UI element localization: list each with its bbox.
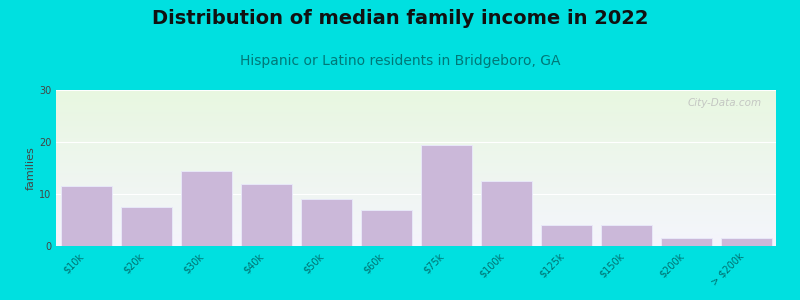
Bar [541, 225, 591, 246]
Bar [661, 238, 711, 246]
Bar [421, 145, 471, 246]
Bar [481, 181, 531, 246]
Bar [181, 171, 231, 246]
Bar [361, 210, 411, 246]
Text: City-Data.com: City-Data.com [687, 98, 762, 108]
Bar [61, 186, 111, 246]
Text: Distribution of median family income in 2022: Distribution of median family income in … [152, 9, 648, 28]
Bar [301, 199, 351, 246]
Bar [601, 225, 651, 246]
Bar [121, 207, 171, 246]
Y-axis label: families: families [26, 146, 36, 190]
Bar [721, 238, 771, 246]
Bar [241, 184, 291, 246]
Text: Hispanic or Latino residents in Bridgeboro, GA: Hispanic or Latino residents in Bridgebo… [240, 54, 560, 68]
